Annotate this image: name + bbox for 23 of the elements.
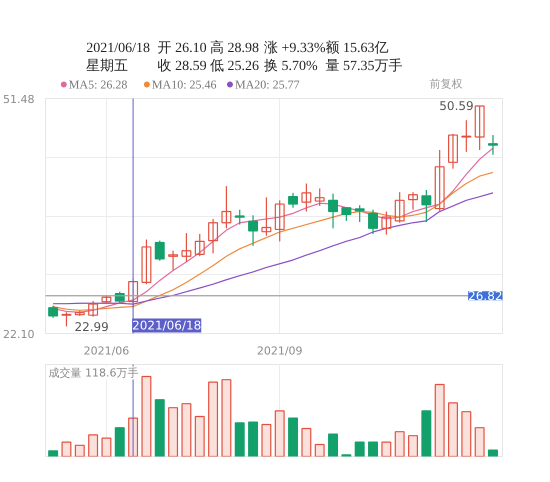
text: 涨 +9.33%	[264, 40, 326, 56]
legend-label: MA10: 25.46	[152, 78, 217, 92]
text: 2021/06/18	[86, 41, 150, 56]
y-tick-label: 51.48	[3, 93, 35, 106]
text: 换 5.70%	[264, 58, 318, 74]
x-tick-label: 2021/06	[84, 344, 130, 358]
text: 前复权	[430, 78, 463, 90]
x-tick-label: 2021/09	[256, 344, 303, 358]
text: 星期五	[86, 58, 128, 74]
ref-line-label: 26.82	[468, 289, 503, 304]
legend-label: MA20: 25.77	[234, 78, 300, 92]
annotation: 50.59	[439, 99, 474, 114]
ref-line-label: 2021/06/18	[132, 318, 202, 332]
annotation: 成交量 118.6万手	[48, 366, 138, 380]
legend-label: MA5: 26.28	[68, 78, 128, 92]
text: 高 28.98	[210, 40, 260, 56]
text: 收 28.59	[158, 58, 207, 74]
text: 开 26.10	[158, 41, 207, 56]
y-tick-label: 22.10	[3, 328, 35, 341]
text: 低 25.26	[210, 58, 260, 74]
text: 量 57.35万手	[326, 58, 403, 74]
annotation: 22.99	[74, 320, 109, 334]
text: 额 15.63亿	[326, 40, 389, 56]
